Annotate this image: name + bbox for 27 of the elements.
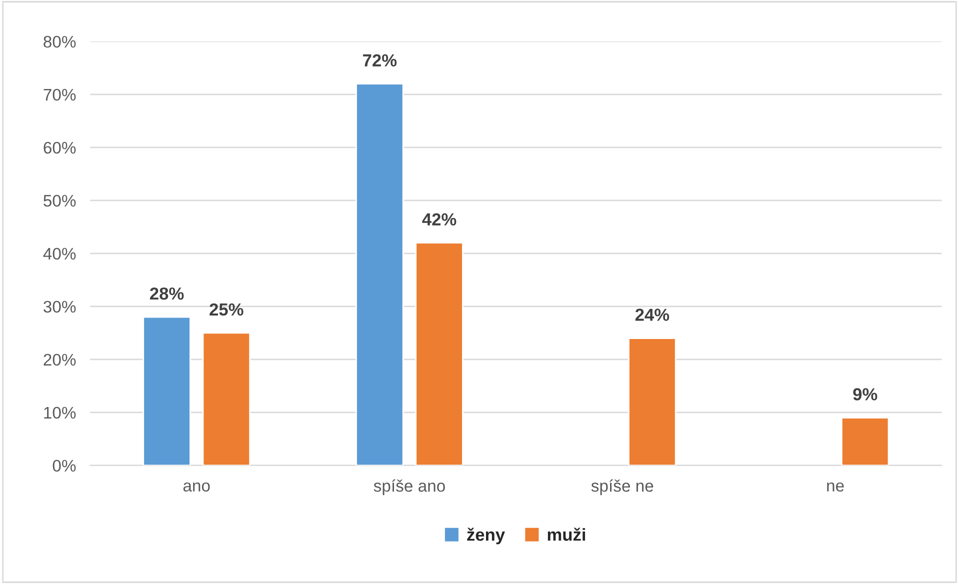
y-tick-label: 50% — [44, 194, 76, 207]
data-label: 28% — [150, 287, 184, 300]
y-tick-label: 70% — [44, 88, 76, 101]
x-tick-label: ne — [827, 482, 844, 492]
bar — [142, 316, 191, 466]
data-label: 72% — [363, 54, 397, 67]
y-tick-label: 60% — [44, 142, 76, 154]
data-label: 24% — [635, 308, 670, 321]
y-tick-label: 20% — [44, 354, 76, 366]
bar — [202, 332, 251, 466]
x-tick-label: spíše ano — [374, 479, 445, 496]
x-tick-label: spíše ne — [591, 479, 654, 496]
y-tick-label: 0% — [52, 460, 76, 472]
y-tick-label: 10% — [44, 406, 76, 419]
legend-label: muži — [548, 528, 586, 541]
bar — [628, 338, 676, 466]
bar — [356, 83, 404, 466]
y-tick-label: 30% — [44, 300, 76, 313]
y-tick-label: 80% — [44, 36, 76, 48]
legend-label: ženy — [467, 528, 505, 544]
x-tick-label: ano — [183, 482, 210, 492]
data-label: 25% — [210, 303, 244, 316]
y-tick-label: 40% — [43, 248, 76, 260]
data-label: 9% — [853, 388, 878, 400]
bar — [415, 242, 464, 466]
data-label: 42% — [422, 213, 456, 226]
bar — [840, 417, 890, 466]
